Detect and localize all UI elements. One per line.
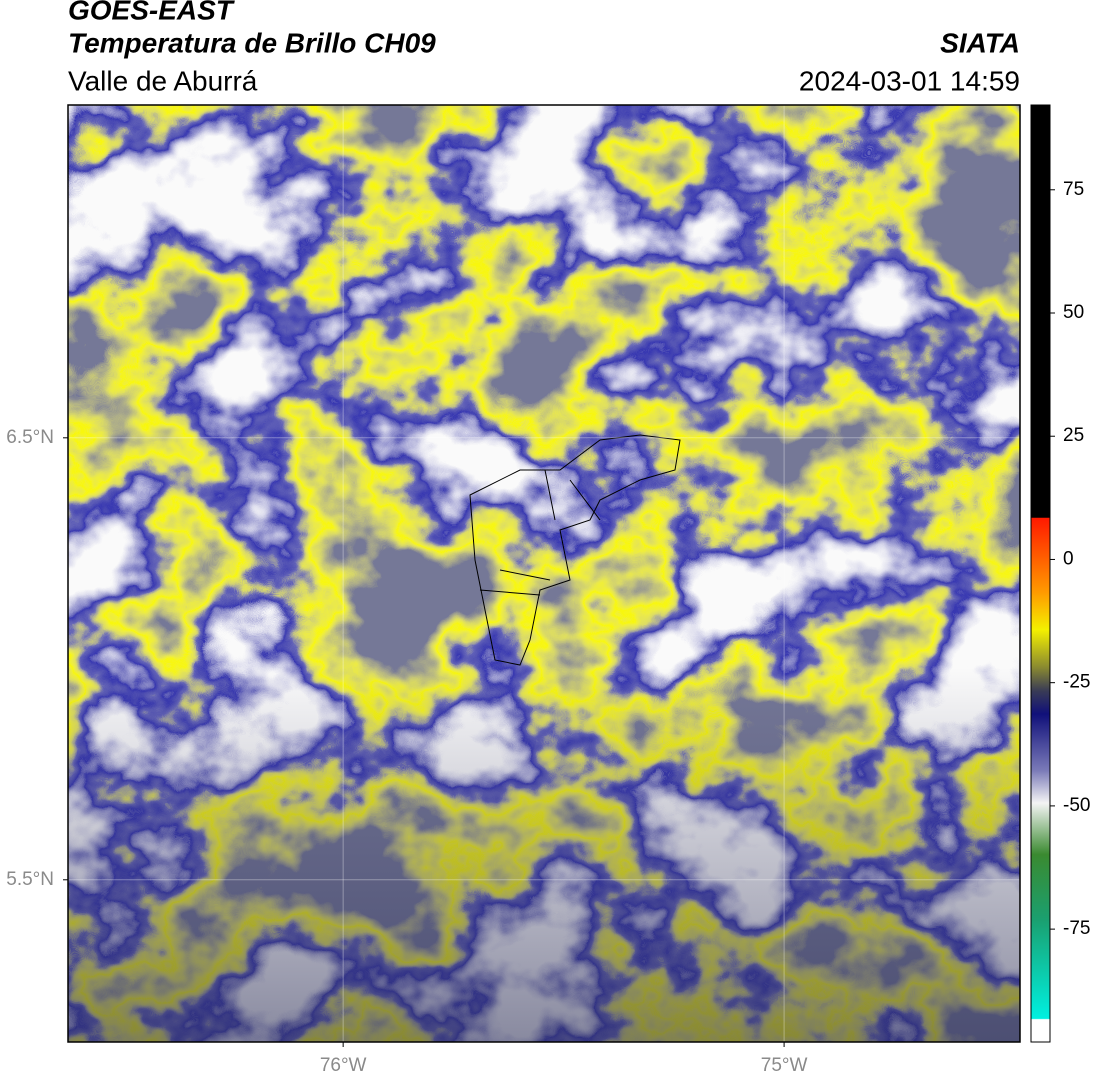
y-tick-label: 6.5°N <box>6 427 54 448</box>
colorbar-tick-label: 25 <box>1063 425 1084 446</box>
colorbar <box>1030 104 1051 1043</box>
x-tick-label: 75°W <box>761 1055 808 1076</box>
colorbar-tick-label: -50 <box>1063 795 1090 816</box>
graticule <box>68 105 1020 1042</box>
title: Temperatura de Brillo CH09 <box>68 27 436 58</box>
x-tick-label: 76°W <box>320 1055 367 1076</box>
shading <box>68 105 1020 1042</box>
source: GOES-EAST <box>68 0 236 25</box>
agency: SIATA <box>940 27 1020 58</box>
colorbar-tick-label: 75 <box>1063 179 1084 200</box>
colorbar-tick-label: 0 <box>1063 548 1074 569</box>
map-frame <box>67 104 1021 1043</box>
subtitle: Valle de Aburrá <box>68 65 258 96</box>
valle-aburra-boundary <box>469 434 681 666</box>
colorbar-tick-label: -75 <box>1063 918 1090 939</box>
satellite-image <box>68 105 1020 1042</box>
colorbar-tick-label: 50 <box>1063 302 1084 323</box>
colorbar-tick-label: -25 <box>1063 672 1090 693</box>
datetime: 2024-03-01 14:59 <box>799 65 1020 96</box>
y-tick-label: 5.5°N <box>6 869 54 890</box>
